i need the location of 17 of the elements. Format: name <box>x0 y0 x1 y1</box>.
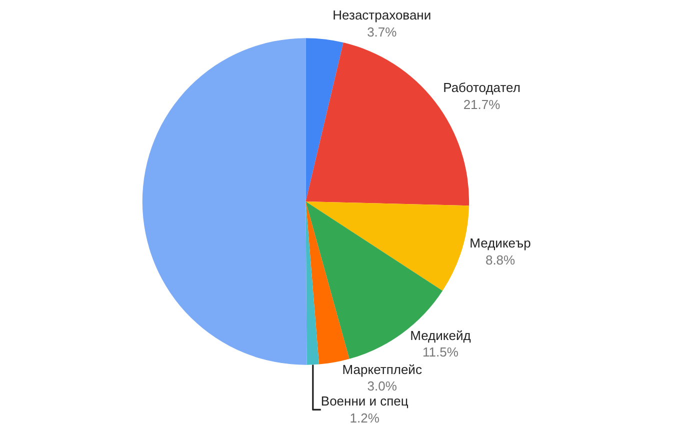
data-label: 21.7% <box>463 96 501 112</box>
slice-label: Военни и спец <box>320 394 409 409</box>
slice-label: Медикейд <box>410 328 472 343</box>
slice-label: Незастраховани <box>332 8 432 23</box>
data-label: 3.0% <box>367 378 398 394</box>
slice-label: Медикеър <box>470 235 531 250</box>
data-label: 1.2% <box>350 410 380 426</box>
pie-slice <box>306 202 350 364</box>
pie-slice <box>306 202 320 365</box>
data-label: 8.8% <box>485 252 516 268</box>
pie-slice <box>142 38 307 365</box>
pie-slice <box>306 38 344 202</box>
slice-label: Маркетплейс <box>342 362 422 377</box>
data-label: 11.5% <box>422 344 459 360</box>
data-label: 3.7% <box>367 24 398 40</box>
slice-label: Работодател <box>443 80 520 95</box>
pie-slice <box>306 202 470 291</box>
